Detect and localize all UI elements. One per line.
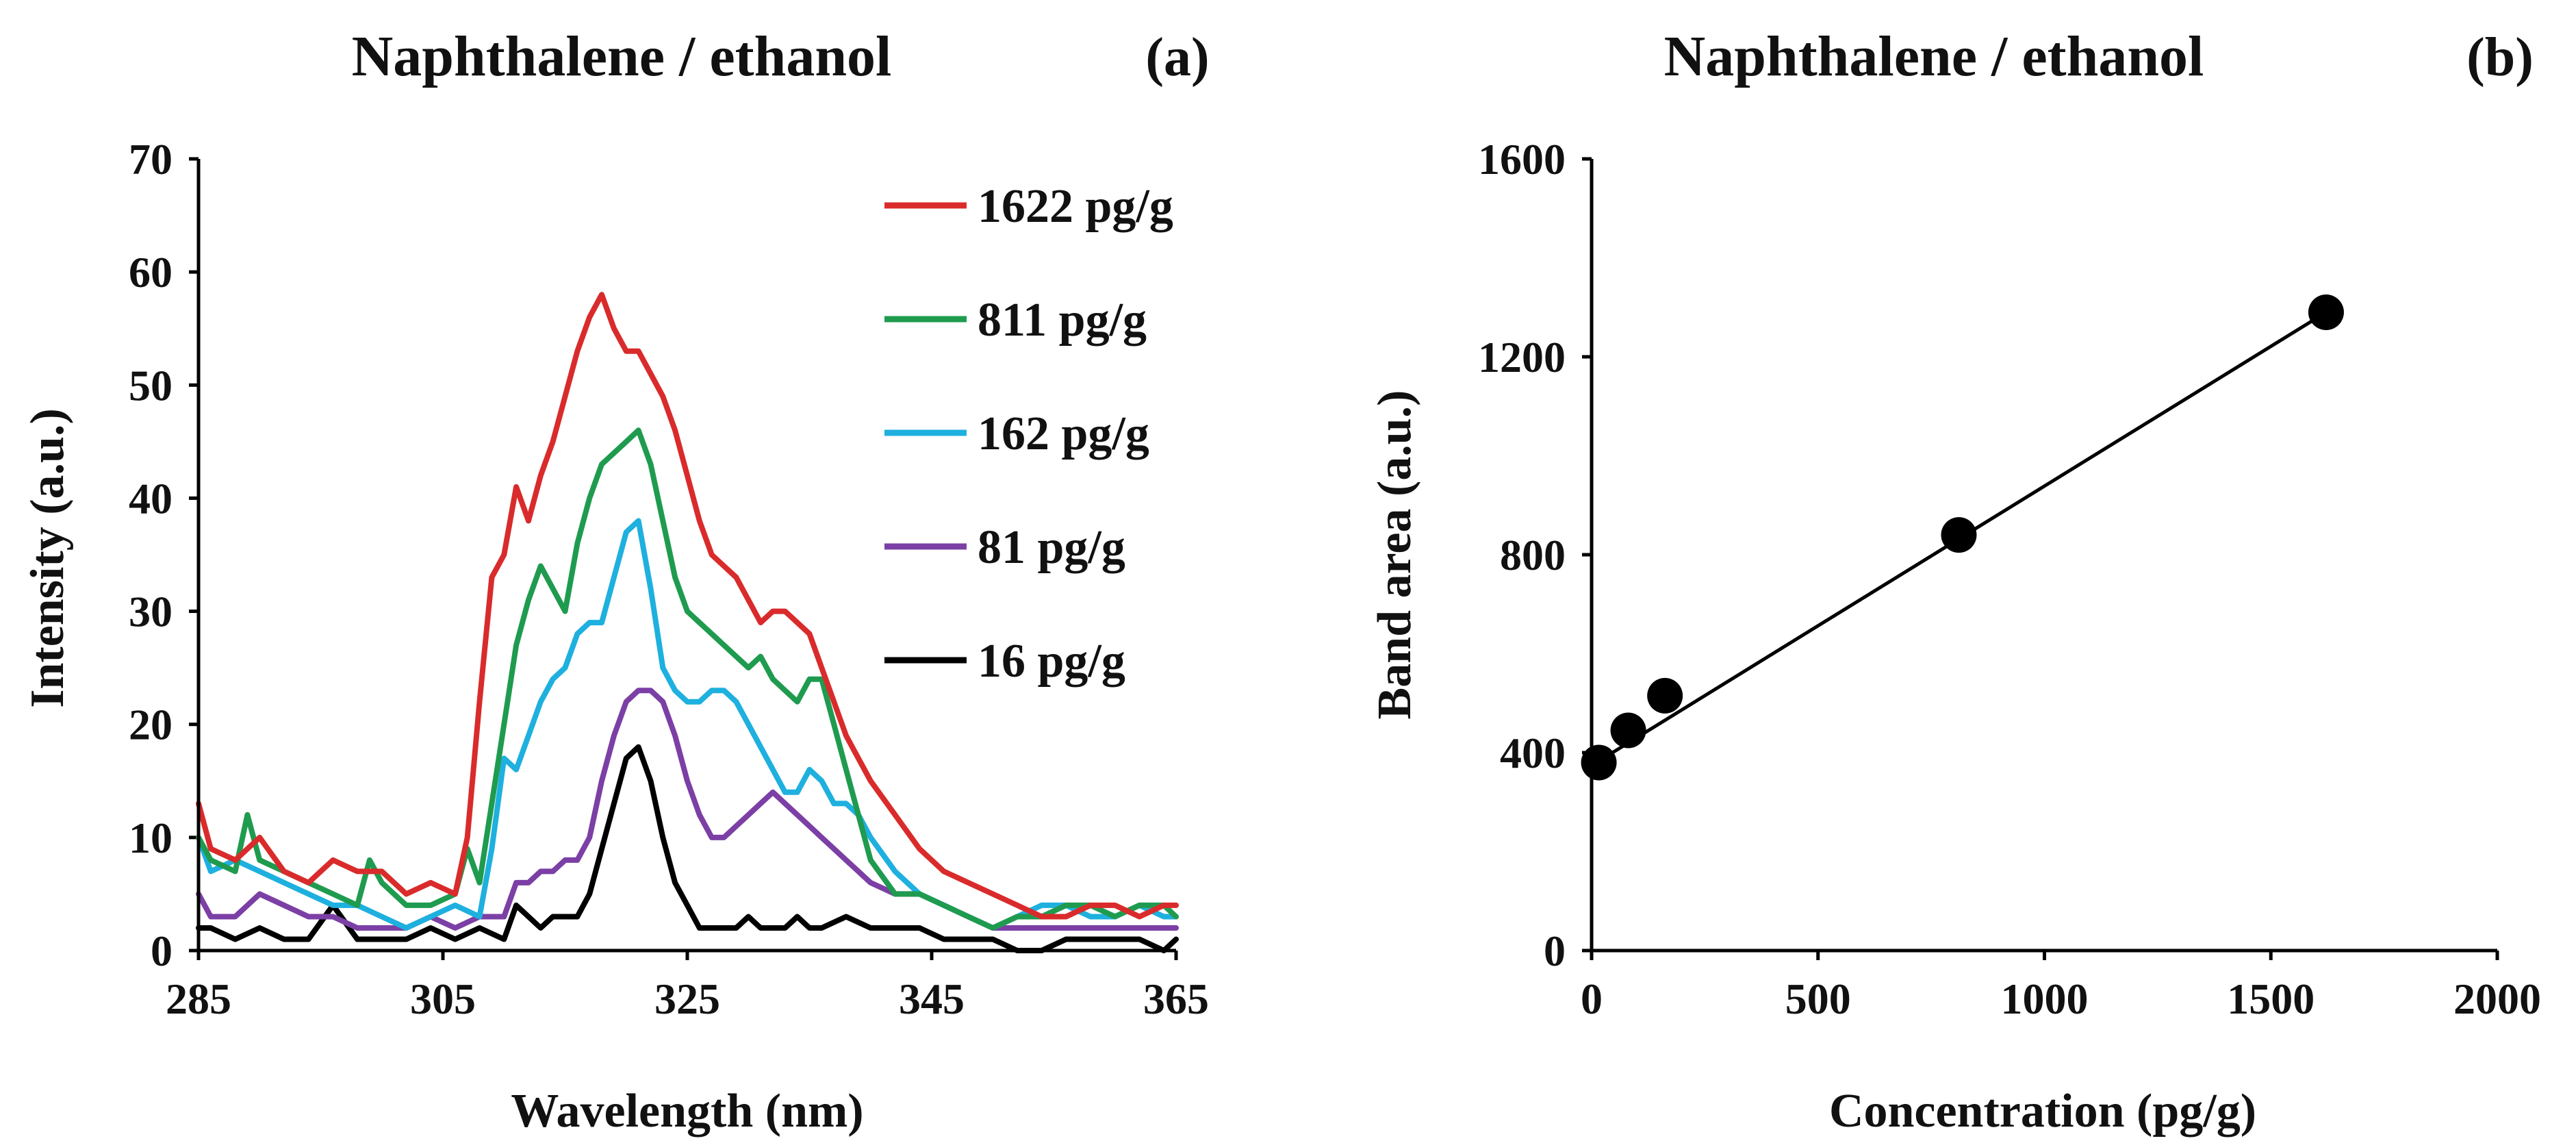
x-tick-label: 325 bbox=[654, 975, 720, 1023]
series-line-811-pg-g bbox=[196, 427, 1179, 931]
series-line-1622-pg-g bbox=[196, 292, 1179, 920]
x-tick-label: 305 bbox=[410, 975, 476, 1023]
x-tick-label: 345 bbox=[899, 975, 965, 1023]
x-tick-label: 1000 bbox=[2001, 975, 2089, 1023]
panel-b-ticks bbox=[1582, 157, 2499, 960]
panel-a: Naphthalene / ethanol (a) 0 10 20 30 40 50 60 7… bbox=[21, 25, 1210, 1138]
panel-a-tag: (a) bbox=[1145, 27, 1209, 88]
data-point bbox=[1941, 517, 1977, 553]
data-point bbox=[1581, 744, 1617, 781]
panel-a-y-title: Intensity (a.u.) bbox=[21, 408, 74, 708]
x-tick-label: 1500 bbox=[2227, 975, 2314, 1023]
panel-a-legend: 1622 pg/g 811 pg/g 162 pg/g 81 pg/g 16 pg/g bbox=[884, 180, 1173, 688]
y-tick-label: 70 bbox=[129, 135, 173, 184]
y-tick-label: 10 bbox=[129, 814, 173, 862]
y-tick-label: 0 bbox=[151, 927, 173, 975]
panel-a-series bbox=[196, 292, 1179, 953]
y-tick-label: 30 bbox=[129, 588, 173, 636]
panel-b-x-tick-labels: 0 500 1000 1500 2000 bbox=[1581, 975, 2541, 1023]
data-point bbox=[1610, 712, 1646, 749]
y-tick-label: 1200 bbox=[1478, 333, 1566, 381]
panel-b-title: Naphthalene / ethanol bbox=[1664, 25, 2204, 88]
legend-label-1622-pg-g: 1622 pg/g bbox=[978, 180, 1173, 233]
x-tick-label: 285 bbox=[166, 975, 231, 1023]
x-tick-label: 2000 bbox=[2453, 975, 2541, 1023]
y-tick-label: 0 bbox=[1544, 927, 1566, 975]
series-line-16-pg-g bbox=[196, 744, 1179, 953]
panel-a-title: Naphthalene / ethanol bbox=[352, 25, 892, 88]
legend-label-81-pg-g: 81 pg/g bbox=[978, 521, 1125, 574]
x-tick-label: 500 bbox=[1785, 975, 1851, 1023]
series-line-81-pg-g bbox=[196, 688, 1179, 931]
panel-b-y-title: Band area (a.u.) bbox=[1368, 390, 1421, 720]
x-tick-label: 0 bbox=[1581, 975, 1603, 1023]
panel-b: Naphthalene / ethanol (b) 0 400 800 1200 160… bbox=[1368, 25, 2541, 1138]
legend-label-162-pg-g: 162 pg/g bbox=[978, 407, 1149, 460]
y-tick-label: 60 bbox=[129, 248, 173, 297]
legend-label-811-pg-g: 811 pg/g bbox=[978, 294, 1147, 347]
y-tick-label: 1600 bbox=[1478, 135, 1566, 184]
y-tick-label: 20 bbox=[129, 701, 173, 749]
panel-a-y-tick-labels: 0 10 20 30 40 50 60 70 bbox=[129, 135, 173, 975]
y-tick-label: 800 bbox=[1500, 531, 1566, 579]
x-tick-label: 365 bbox=[1143, 975, 1209, 1023]
panel-b-tag: (b) bbox=[2466, 27, 2534, 88]
panel-b-x-title: Concentration (pg/g) bbox=[1829, 1085, 2256, 1138]
panel-b-points bbox=[1581, 294, 2344, 781]
y-tick-label: 400 bbox=[1500, 729, 1566, 777]
legend-label-16-pg-g: 16 pg/g bbox=[978, 635, 1125, 688]
data-point bbox=[2308, 294, 2344, 330]
panel-b-y-tick-labels: 0 400 800 1200 1600 bbox=[1478, 135, 1566, 975]
y-tick-label: 50 bbox=[129, 361, 173, 410]
data-point bbox=[1647, 677, 1683, 714]
panel-a-x-title: Wavelength (nm) bbox=[511, 1085, 863, 1138]
panel-a-x-tick-labels: 285 305 325 345 365 bbox=[166, 975, 1209, 1023]
y-tick-label: 40 bbox=[129, 474, 173, 523]
